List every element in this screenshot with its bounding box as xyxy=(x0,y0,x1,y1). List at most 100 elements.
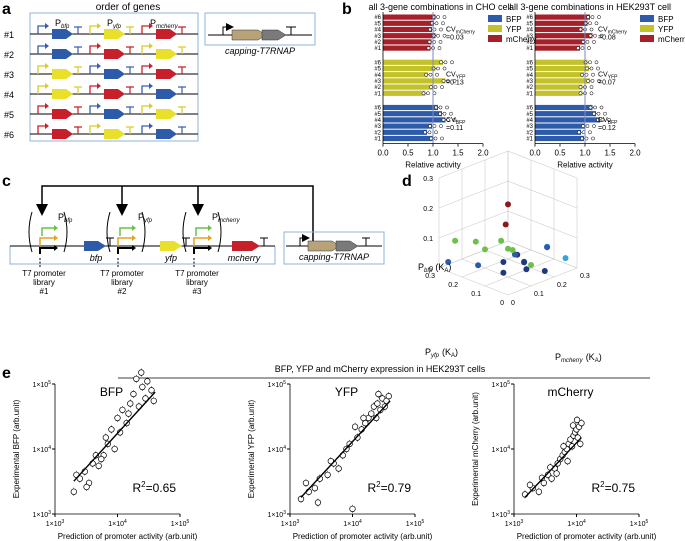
terminator xyxy=(74,46,82,54)
replicate-point xyxy=(589,66,594,71)
replicate-point xyxy=(441,21,445,26)
row-label: #2 xyxy=(526,40,533,46)
replicate-point xyxy=(438,40,443,44)
promoter-head xyxy=(149,83,153,89)
promoter-arrow xyxy=(89,105,97,114)
replicate-point xyxy=(445,105,449,110)
lib3-line3: #3 xyxy=(193,287,202,296)
promoter-arrow xyxy=(141,25,149,34)
replicate-point xyxy=(450,60,454,65)
floor-grid xyxy=(507,267,578,296)
panel-e: e BFP, YFP and mCherry expression in HEK… xyxy=(2,364,657,541)
replicate-point xyxy=(593,33,597,38)
x-tick-label: 1×105 xyxy=(171,519,190,528)
replicate-point xyxy=(594,21,599,26)
replicate-point xyxy=(586,79,590,83)
replicate-point xyxy=(440,136,444,141)
data-point xyxy=(108,426,115,433)
wall-grid xyxy=(438,150,509,179)
terminator xyxy=(74,106,82,114)
replicate-point xyxy=(596,111,601,116)
promoter-labels: Pbfp Pyfp Pmcherry xyxy=(55,18,179,30)
row-label: #3 xyxy=(526,34,533,40)
bar xyxy=(535,129,581,135)
construct-label: #5 xyxy=(4,110,14,120)
replicate-point xyxy=(439,60,443,65)
bar xyxy=(383,45,431,51)
y-axis-label: Experimental YFP (arb.unit) xyxy=(247,399,256,498)
replicate-point xyxy=(439,124,443,128)
bar xyxy=(535,33,593,39)
x-tick-label: 0.5 xyxy=(402,149,414,158)
panel-a: a order of genes Pbfp Pyfp Pmcherry #1 #2… xyxy=(2,1,316,142)
bar xyxy=(383,104,438,111)
p-yfp-label: Pyfp xyxy=(107,18,122,30)
promoter-libraries xyxy=(28,211,222,268)
wall-grid xyxy=(507,240,578,269)
promoter-head xyxy=(45,103,49,109)
gene-mcherry-label: mcherry xyxy=(228,253,261,263)
gene-arrow xyxy=(156,109,177,119)
terminator-1 xyxy=(106,237,114,246)
data-point xyxy=(569,422,577,429)
gene-arrow xyxy=(104,129,125,139)
replicate-point xyxy=(427,40,432,44)
replicate-point xyxy=(599,105,604,110)
row-label: #4 xyxy=(526,73,533,79)
promoter-arrow xyxy=(37,85,45,94)
replicate-point xyxy=(585,40,590,44)
black-promoter xyxy=(117,247,132,254)
replicate-point xyxy=(436,33,440,38)
row-label: #1 xyxy=(526,46,533,52)
scatter-charts: BFP 1×103 1×104 1×105 1×103 1×104 1×105 Predict… xyxy=(12,368,657,541)
y-axis-label: Pyfp (KA) xyxy=(425,347,458,359)
legend-swatch xyxy=(488,25,502,32)
scatter-chart: YFP 1×103 1×104 1×105 1×103 1×104 1×105 Predict… xyxy=(247,380,433,541)
construct-label: #4 xyxy=(4,90,14,100)
replicate-point xyxy=(585,124,590,128)
replicate-point xyxy=(580,136,584,141)
bar xyxy=(535,84,583,90)
bar xyxy=(383,39,432,45)
data-point xyxy=(316,475,323,482)
row-label: #3 xyxy=(526,124,533,130)
green-promoter xyxy=(119,227,132,236)
legend-label: BFP xyxy=(506,15,522,24)
library-labels: T7 promoter library #1 T7 promoter libra… xyxy=(22,269,219,296)
row-label: #4 xyxy=(374,28,381,34)
gene-arrow xyxy=(104,29,125,39)
orange-promoter-head xyxy=(208,235,212,241)
data-point xyxy=(573,416,581,424)
legend-swatch xyxy=(488,15,502,22)
panel-d-letter: d xyxy=(402,173,412,190)
terminator xyxy=(126,26,134,34)
terminator xyxy=(178,26,186,34)
terminator xyxy=(74,86,82,94)
promoter-arrow xyxy=(141,85,149,94)
replicate-point xyxy=(578,91,583,96)
x-tick-label: 1×103 xyxy=(505,519,524,528)
helper-construct xyxy=(208,23,312,41)
cv-value: =0.03 xyxy=(446,34,464,41)
x-axis-label: Prediction of promoter activity (arb.uni… xyxy=(293,532,433,541)
green-promoter-head xyxy=(208,225,212,231)
bracket-right xyxy=(63,211,68,253)
replicate-point xyxy=(588,130,592,135)
lib3-line2: library xyxy=(186,278,208,287)
x-tick-label: 0.2 xyxy=(557,282,567,289)
bar xyxy=(383,20,434,26)
replicate-point xyxy=(587,46,591,50)
data-point xyxy=(500,269,507,276)
bar xyxy=(535,104,593,111)
y-tick-label: 1×105 xyxy=(267,380,286,389)
panel-d: d 00.10.20.30.30.20.10 00.10.20.3 Pbfp (KA… xyxy=(402,150,602,364)
x-tick-label: 0.3 xyxy=(580,273,590,280)
x-tick-label: 1.5 xyxy=(452,149,464,158)
terminator xyxy=(126,106,134,114)
row-label: #5 xyxy=(374,21,381,27)
data-point xyxy=(142,395,149,402)
replicate-point xyxy=(589,91,594,96)
y-tick-label: 0.3 xyxy=(425,273,435,280)
